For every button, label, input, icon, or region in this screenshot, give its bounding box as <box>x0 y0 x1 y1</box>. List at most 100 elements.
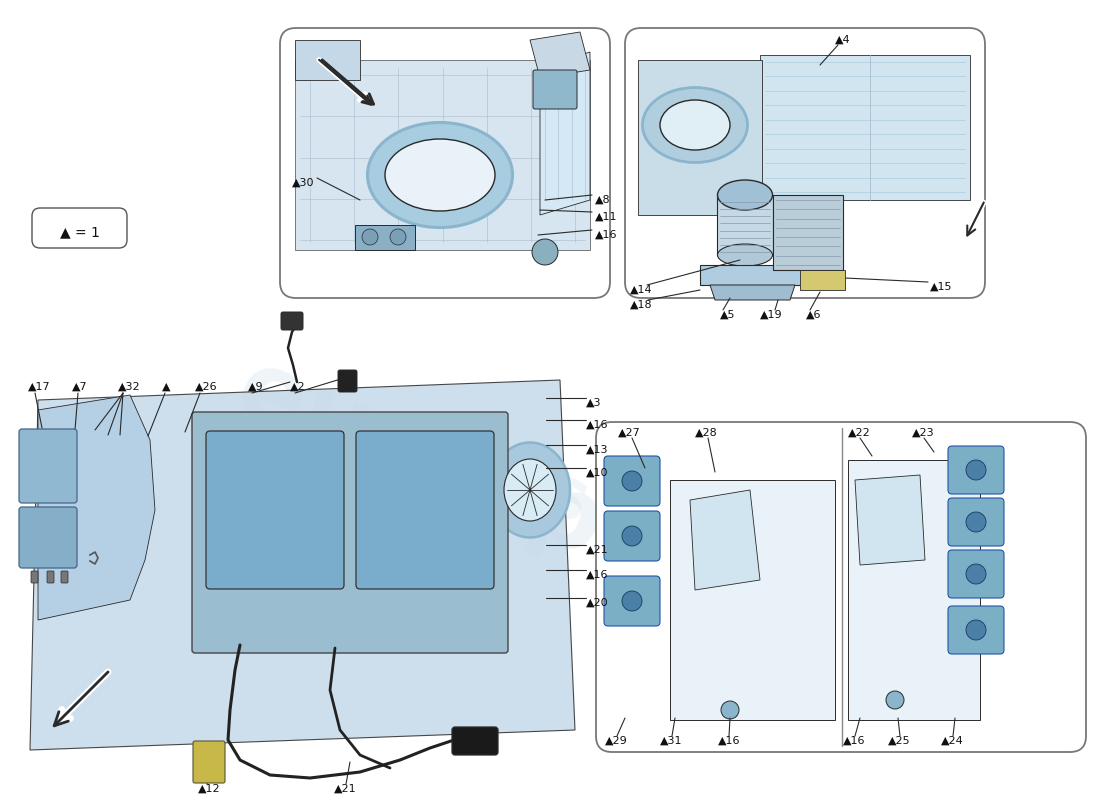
Polygon shape <box>848 460 980 720</box>
Text: ▲21: ▲21 <box>334 784 356 794</box>
Ellipse shape <box>504 459 556 521</box>
FancyBboxPatch shape <box>452 727 498 755</box>
Polygon shape <box>690 490 760 590</box>
Text: ▲12: ▲12 <box>198 784 221 794</box>
FancyBboxPatch shape <box>192 741 226 783</box>
Circle shape <box>390 229 406 245</box>
Text: ▲30: ▲30 <box>292 178 315 188</box>
Text: ▲19: ▲19 <box>760 310 782 320</box>
Ellipse shape <box>367 122 513 227</box>
Ellipse shape <box>490 442 570 538</box>
Text: ▲4: ▲4 <box>835 35 850 45</box>
FancyBboxPatch shape <box>604 576 660 626</box>
Circle shape <box>532 239 558 265</box>
Polygon shape <box>30 380 575 750</box>
Circle shape <box>966 620 986 640</box>
FancyBboxPatch shape <box>604 456 660 506</box>
FancyBboxPatch shape <box>356 431 494 589</box>
Circle shape <box>720 701 739 719</box>
Text: ▲7: ▲7 <box>72 382 88 392</box>
FancyBboxPatch shape <box>32 208 127 248</box>
Ellipse shape <box>717 244 772 266</box>
Text: ▲16: ▲16 <box>843 736 866 746</box>
Polygon shape <box>800 270 845 290</box>
Text: ▲: ▲ <box>162 382 170 392</box>
Circle shape <box>966 564 986 584</box>
Text: ▲22: ▲22 <box>848 428 871 438</box>
FancyBboxPatch shape <box>206 431 344 589</box>
Polygon shape <box>670 480 835 720</box>
Polygon shape <box>700 265 805 285</box>
Polygon shape <box>355 225 415 250</box>
Text: ▲16: ▲16 <box>586 570 608 580</box>
Text: ▲18: ▲18 <box>630 300 652 310</box>
Text: ▲29: ▲29 <box>605 736 628 746</box>
Text: eurosp: eurosp <box>222 342 618 578</box>
Circle shape <box>966 460 986 480</box>
FancyBboxPatch shape <box>31 571 38 583</box>
Ellipse shape <box>642 87 748 162</box>
Ellipse shape <box>385 139 495 211</box>
Polygon shape <box>638 60 762 215</box>
Text: ▲27: ▲27 <box>618 428 640 438</box>
Circle shape <box>621 591 642 611</box>
Text: ▲8: ▲8 <box>595 195 610 205</box>
Text: ▲16: ▲16 <box>595 230 617 240</box>
Circle shape <box>362 229 378 245</box>
Text: ▲10: ▲10 <box>586 468 608 478</box>
FancyBboxPatch shape <box>192 412 508 653</box>
FancyBboxPatch shape <box>948 550 1004 598</box>
Ellipse shape <box>717 180 772 210</box>
FancyBboxPatch shape <box>280 312 302 330</box>
Polygon shape <box>710 285 795 300</box>
FancyBboxPatch shape <box>280 28 610 298</box>
Text: ▲13: ▲13 <box>586 445 608 455</box>
Circle shape <box>621 471 642 491</box>
FancyBboxPatch shape <box>596 422 1086 752</box>
Polygon shape <box>295 40 360 80</box>
Text: ▲2: ▲2 <box>290 382 306 392</box>
FancyBboxPatch shape <box>60 571 68 583</box>
FancyBboxPatch shape <box>338 370 358 392</box>
Polygon shape <box>295 60 590 250</box>
FancyBboxPatch shape <box>625 28 984 298</box>
Text: ▲6: ▲6 <box>806 310 822 320</box>
Text: ▲25: ▲25 <box>888 736 911 746</box>
Text: arts since: arts since <box>422 414 817 626</box>
Text: ▲26: ▲26 <box>195 382 218 392</box>
Polygon shape <box>855 475 925 565</box>
Text: ▲32: ▲32 <box>118 382 141 392</box>
Polygon shape <box>39 395 155 620</box>
Text: ▲17: ▲17 <box>28 382 51 392</box>
Circle shape <box>886 691 904 709</box>
FancyBboxPatch shape <box>948 606 1004 654</box>
FancyBboxPatch shape <box>773 195 843 270</box>
Text: ▲14: ▲14 <box>630 285 652 295</box>
Polygon shape <box>540 52 590 215</box>
FancyBboxPatch shape <box>948 498 1004 546</box>
FancyBboxPatch shape <box>948 446 1004 494</box>
FancyBboxPatch shape <box>534 70 578 109</box>
Text: ▲5: ▲5 <box>720 310 736 320</box>
Text: ▲23: ▲23 <box>912 428 935 438</box>
Circle shape <box>621 526 642 546</box>
Text: ▲16: ▲16 <box>718 736 740 746</box>
Text: ▲28: ▲28 <box>695 428 717 438</box>
Text: ▲20: ▲20 <box>586 598 608 608</box>
Text: ▲11: ▲11 <box>595 212 617 222</box>
Polygon shape <box>530 32 590 78</box>
Text: ▲3: ▲3 <box>586 398 602 408</box>
Text: ▲21: ▲21 <box>586 545 608 555</box>
Polygon shape <box>760 55 970 200</box>
Text: ▲31: ▲31 <box>660 736 682 746</box>
FancyBboxPatch shape <box>19 507 77 568</box>
Text: ▲9: ▲9 <box>248 382 264 392</box>
Text: ▲24: ▲24 <box>940 736 964 746</box>
Text: ▲ = 1: ▲ = 1 <box>60 225 100 239</box>
Circle shape <box>966 512 986 532</box>
FancyBboxPatch shape <box>604 511 660 561</box>
FancyBboxPatch shape <box>47 571 54 583</box>
Polygon shape <box>717 195 773 255</box>
Text: ▲16: ▲16 <box>586 420 608 430</box>
FancyBboxPatch shape <box>19 429 77 503</box>
